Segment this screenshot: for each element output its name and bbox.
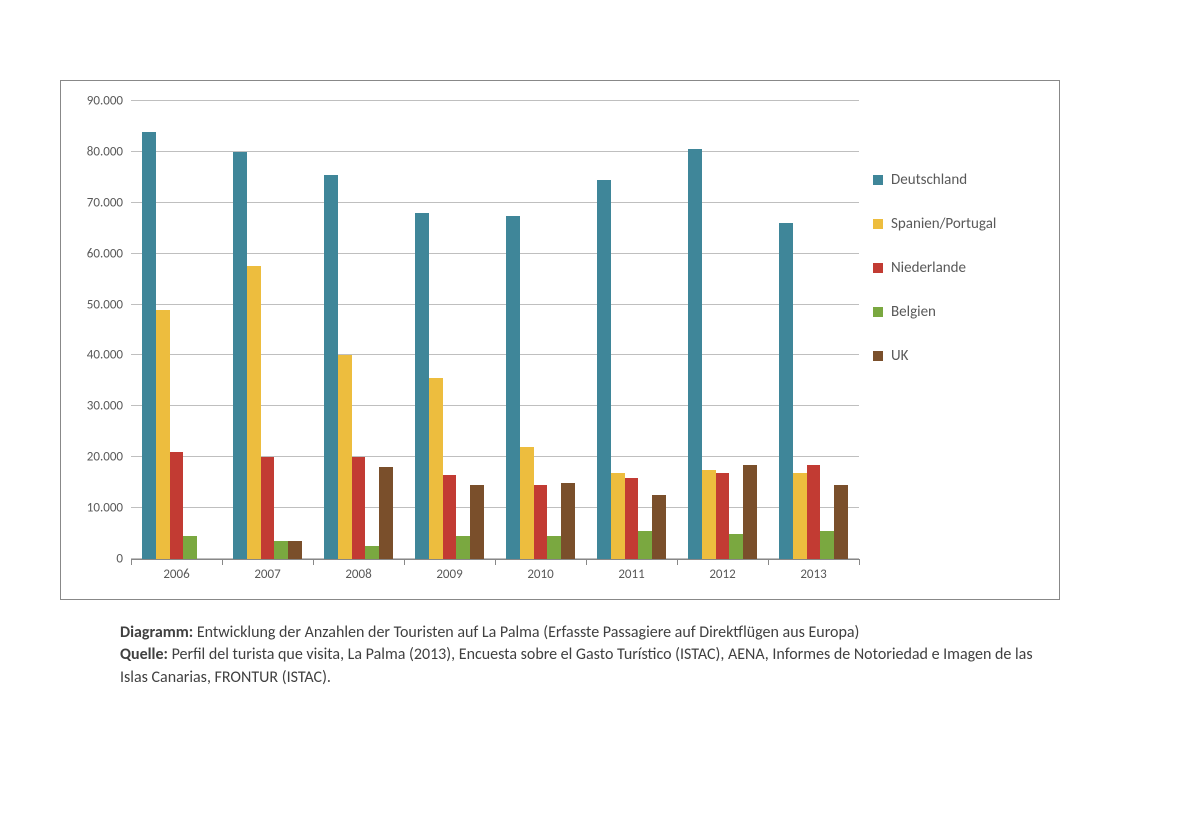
bar: [288, 541, 302, 559]
bar: [183, 536, 197, 559]
bar: [625, 478, 639, 559]
bar: [729, 534, 743, 559]
x-tick-label: 2007: [254, 559, 280, 582]
bar: [456, 536, 470, 559]
y-tick-label: 20.000: [87, 450, 131, 465]
gridline: [131, 100, 859, 101]
bar: [834, 485, 848, 559]
bar: [352, 457, 366, 559]
bar: [470, 485, 484, 559]
legend: Deutschland Spanien/Portugal Niederlande Be…: [873, 171, 1043, 391]
source-label: Quelle:: [120, 645, 168, 664]
legend-label: Niederlande: [891, 259, 966, 277]
diagram-label: Diagramm:: [120, 623, 193, 642]
bar: [261, 457, 275, 559]
legend-item: UK: [873, 347, 1043, 365]
bar: [597, 180, 611, 559]
bar: [233, 152, 247, 559]
bar: [274, 541, 288, 559]
legend-swatch: [873, 175, 883, 185]
legend-swatch: [873, 219, 883, 229]
bar: [324, 175, 338, 559]
bar: [365, 546, 379, 559]
x-tick-label: 2010: [527, 559, 553, 582]
x-tick-label: 2011: [618, 559, 644, 582]
x-tick: [859, 559, 860, 565]
y-tick-label: 50.000: [87, 297, 131, 312]
bar: [807, 465, 821, 559]
x-tick-label: 2008: [345, 559, 371, 582]
legend-label: Spanien/Portugal: [891, 215, 996, 233]
bar: [247, 266, 261, 559]
legend-swatch: [873, 307, 883, 317]
x-tick: [131, 559, 132, 565]
y-tick-label: 80.000: [87, 144, 131, 159]
x-tick-label: 2012: [709, 559, 735, 582]
bar: [506, 216, 520, 560]
x-tick: [586, 559, 587, 565]
source-text: Perfil del turista que visita, La Palma …: [120, 645, 1033, 686]
y-tick-label: 60.000: [87, 246, 131, 261]
bar: [652, 495, 666, 559]
bar: [170, 452, 184, 559]
bar: [688, 149, 702, 559]
y-tick-label: 10.000: [87, 501, 131, 516]
x-tick: [768, 559, 769, 565]
legend-item: Niederlande: [873, 259, 1043, 277]
legend-label: Deutschland: [891, 171, 967, 189]
legend-swatch: [873, 263, 883, 273]
y-tick-label: 70.000: [87, 195, 131, 210]
bar: [716, 473, 730, 560]
bar: [793, 473, 807, 560]
x-tick-label: 2013: [800, 559, 826, 582]
legend-item: Belgien: [873, 303, 1043, 321]
bar: [534, 485, 548, 559]
y-tick-label: 0: [116, 552, 131, 567]
bar: [820, 531, 834, 559]
legend-label: Belgien: [891, 303, 936, 321]
bar: [638, 531, 652, 559]
x-tick: [677, 559, 678, 565]
bar: [338, 355, 352, 559]
diagram-text: Entwicklung der Anzahlen der Touristen a…: [197, 623, 860, 642]
bar: [779, 223, 793, 559]
x-tick: [495, 559, 496, 565]
bar: [379, 467, 393, 559]
y-tick-label: 90.000: [87, 94, 131, 109]
bar: [443, 475, 457, 559]
y-tick-label: 40.000: [87, 348, 131, 363]
legend-label: UK: [891, 347, 908, 365]
x-tick: [313, 559, 314, 565]
legend-swatch: [873, 351, 883, 361]
x-tick: [404, 559, 405, 565]
bar: [415, 213, 429, 559]
chart-frame: 0 10.000 20.000 30.000 40.000 50.000 60.000 70.…: [60, 80, 1060, 600]
bar: [702, 470, 716, 559]
bar: [611, 473, 625, 560]
bar: [547, 536, 561, 559]
bar: [429, 378, 443, 559]
y-tick-label: 30.000: [87, 399, 131, 414]
x-tick: [222, 559, 223, 565]
x-tick-label: 2009: [436, 559, 462, 582]
bar: [520, 447, 534, 559]
bar: [561, 483, 575, 559]
bar: [743, 465, 757, 559]
legend-item: Spanien/Portugal: [873, 215, 1043, 233]
x-tick-label: 2006: [163, 559, 189, 582]
legend-item: Deutschland: [873, 171, 1043, 189]
bar: [156, 310, 170, 559]
caption: Diagramm: Entwicklung der Anzahlen der T…: [120, 622, 1060, 689]
bar: [142, 132, 156, 559]
plot-area: 010.00020.00030.00040.00050.00060.00070.…: [131, 101, 859, 559]
